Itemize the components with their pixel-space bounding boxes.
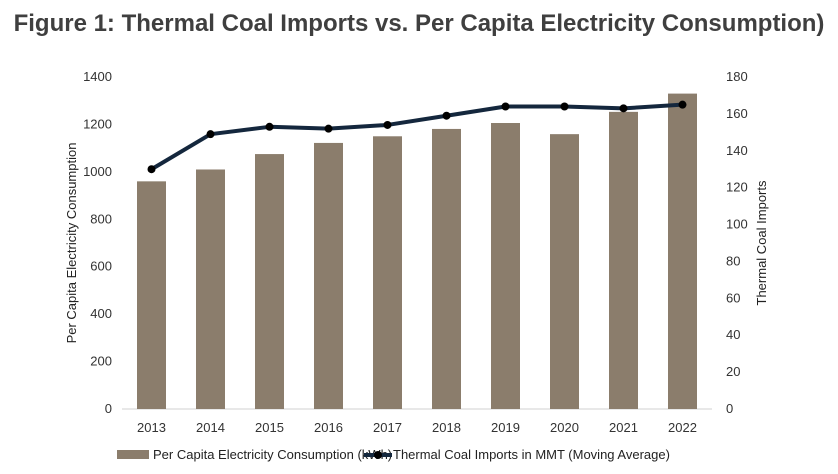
bar-2018	[432, 128, 461, 410]
x-tick-label: 2014	[196, 420, 225, 435]
y-tick-label: 200	[90, 354, 112, 369]
y-tick-label: 1400	[83, 69, 112, 84]
legend-line-marker	[374, 451, 382, 459]
line-point-2019	[501, 102, 510, 111]
bar-2014	[196, 169, 225, 409]
y-tick-label: 1000	[83, 164, 112, 179]
x-tick-label: 2020	[550, 420, 579, 435]
y-tick-label: 600	[90, 259, 112, 274]
bar-2020	[550, 134, 579, 409]
line-series	[150, 102, 683, 171]
y2-tick-label: 40	[726, 327, 740, 342]
x-tick-label: 2017	[373, 420, 402, 435]
y-axis-label: Per Capita Electricity Consumption	[64, 143, 79, 344]
bar-2015	[255, 154, 284, 409]
line-point-2015	[265, 122, 274, 131]
x-tick-label: 2019	[491, 420, 520, 435]
y2-tick-label: 20	[726, 364, 740, 379]
line-point-2018	[442, 111, 451, 120]
y2-tick-label: 140	[726, 143, 748, 158]
y-tick-label: 800	[90, 211, 112, 226]
bar-2016	[314, 142, 343, 409]
y2-tick-label: 0	[726, 401, 733, 416]
bar-2019	[491, 123, 520, 410]
line-point-2020	[560, 102, 569, 111]
legend-line-label: Thermal Coal Imports in MMT (Moving Aver…	[393, 447, 670, 462]
x-tick-label: 2021	[609, 420, 638, 435]
y-tick-label: 0	[105, 401, 112, 416]
bar-2013	[137, 181, 166, 409]
line-point-2021	[619, 104, 628, 113]
chart-title: Figure 1: Thermal Coal Imports vs. Per C…	[13, 10, 825, 37]
y2-tick-label: 160	[726, 106, 748, 121]
y2-axis-label: Thermal Coal Imports	[754, 180, 769, 305]
x-tick-label: 2013	[137, 420, 166, 435]
line-point-2016	[324, 124, 333, 133]
y-tick-label: 1200	[83, 116, 112, 131]
line-point-2022	[678, 100, 687, 109]
x-tick-label: 2015	[255, 420, 284, 435]
bar-2017	[373, 136, 402, 410]
x-tick-label: 2016	[314, 420, 343, 435]
x-tick-label: 2022	[668, 420, 697, 435]
legend-bar-label: Per Capita Electricity Consumption (kWh)	[153, 447, 392, 462]
bar-2021	[609, 111, 638, 410]
x-tick-label: 2018	[432, 420, 461, 435]
y2-tick-label: 120	[726, 180, 748, 195]
y2-tick-label: 180	[726, 69, 748, 84]
line-point-2013	[147, 165, 156, 174]
legend-bar-swatch	[117, 450, 149, 459]
y2-tick-label: 80	[726, 253, 740, 268]
line-point-2017	[383, 120, 392, 129]
y-tick-label: 400	[90, 306, 112, 321]
line-point-2014	[206, 130, 215, 139]
bar-2022	[668, 93, 697, 409]
y2-tick-label: 100	[726, 217, 748, 232]
y2-tick-label: 60	[726, 290, 740, 305]
